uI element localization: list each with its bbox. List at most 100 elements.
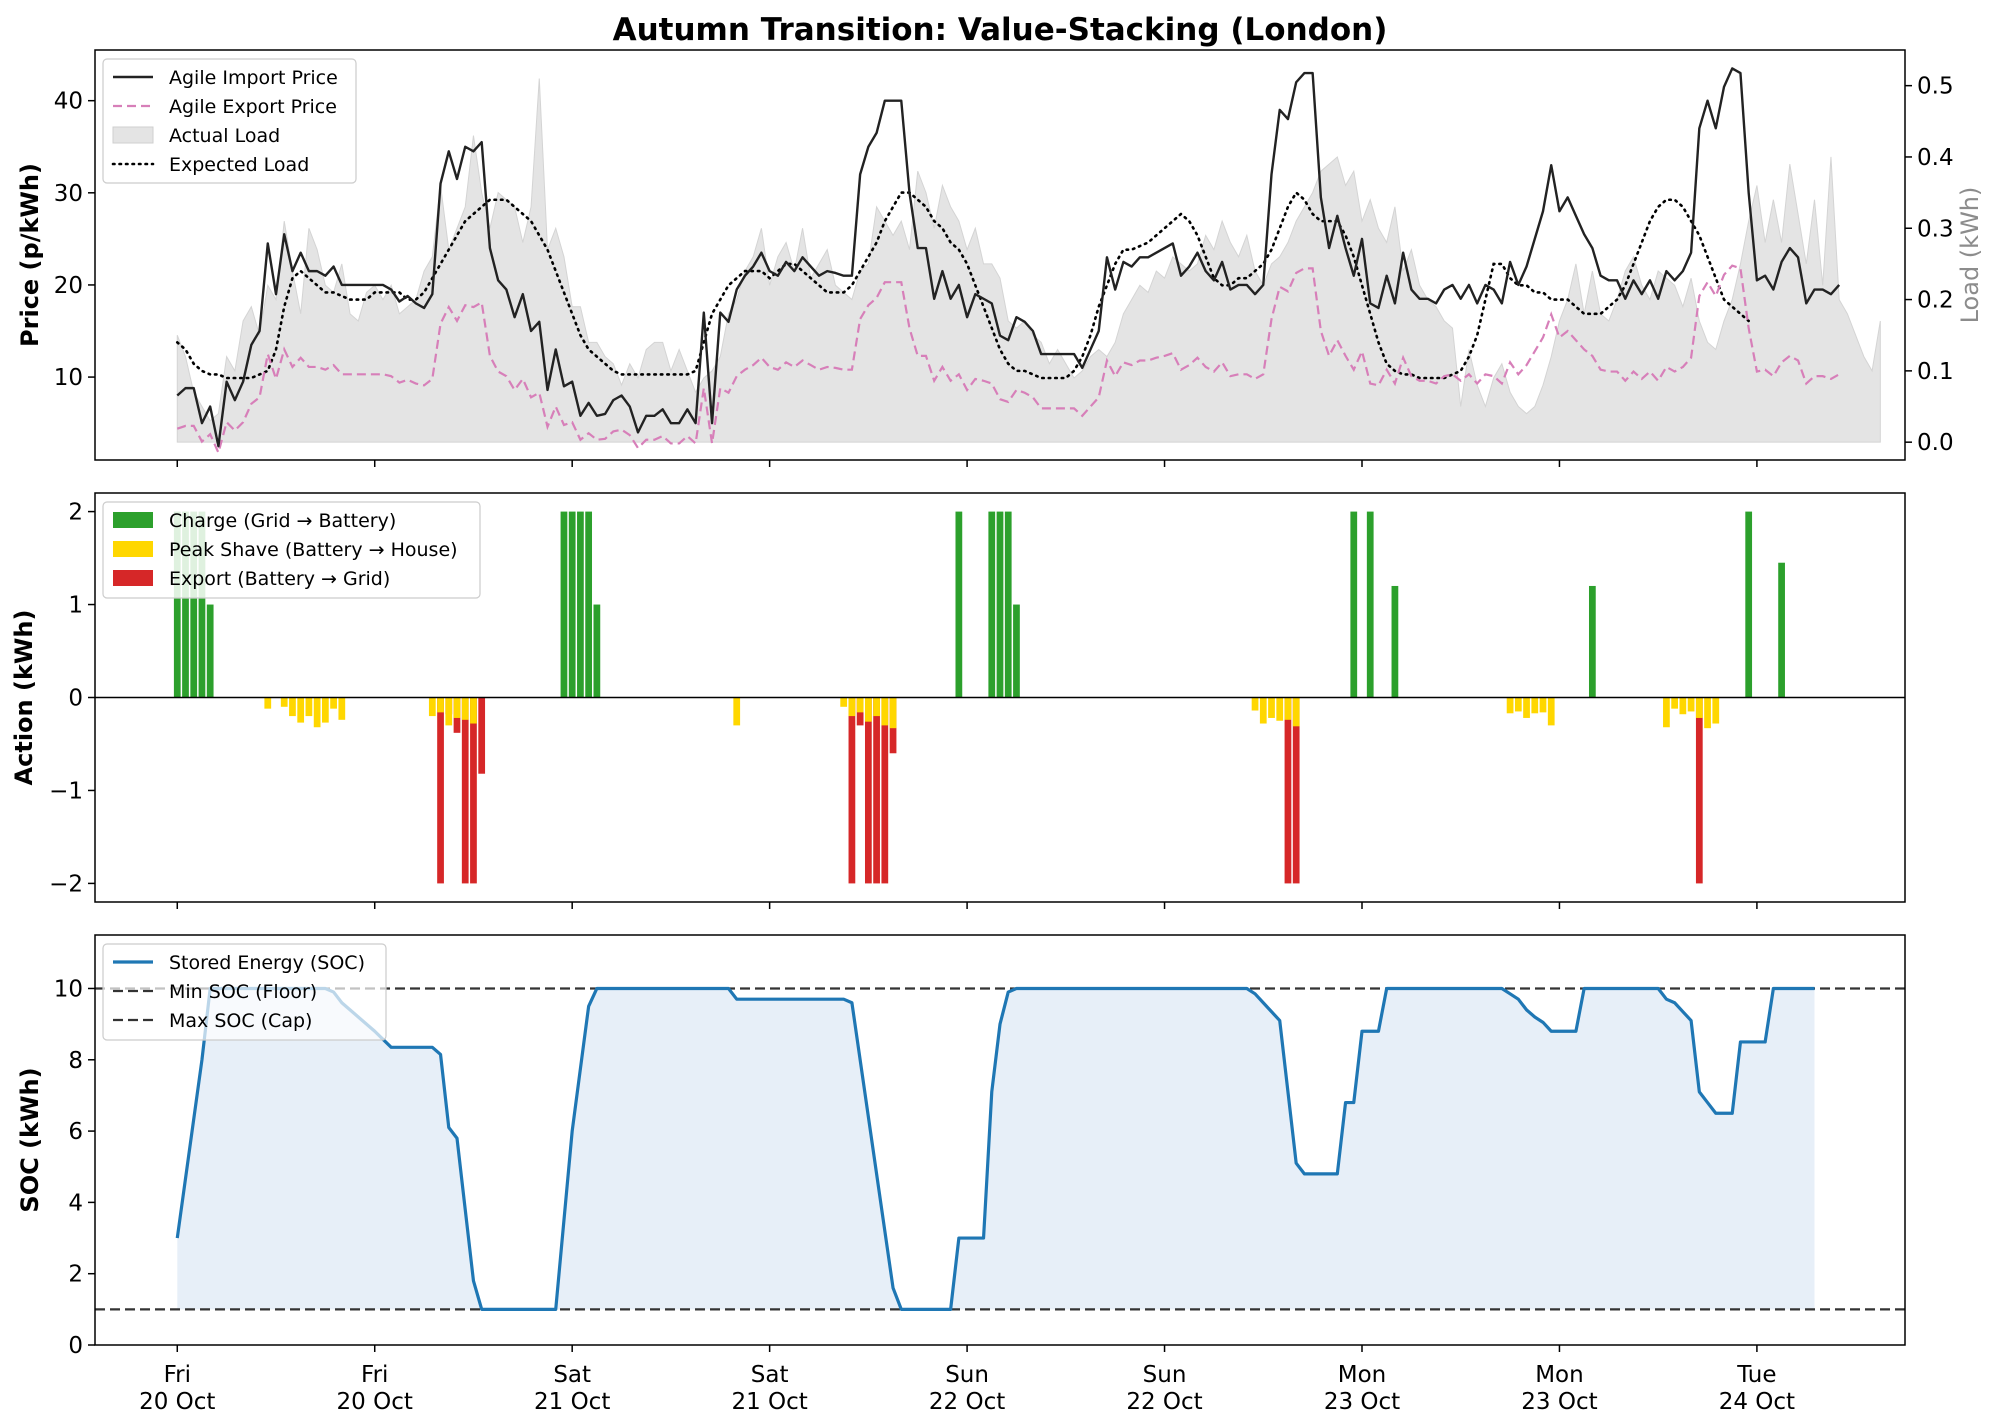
x-tick-label-date: 23 Oct [1324, 1389, 1400, 1415]
charge-bar [190, 511, 198, 698]
legend-swatch-actual-load [112, 126, 154, 144]
x-tick-label-date: 20 Oct [337, 1389, 413, 1415]
x-tick-label-day: Mon [1535, 1362, 1584, 1388]
x-tick-label-day: Sat [553, 1362, 591, 1388]
action-legend-box [102, 501, 481, 599]
soc-legend-label: Stored Energy (SOC) [169, 952, 365, 974]
price-legend-box [102, 58, 357, 184]
peak-shave-bar [1284, 697, 1292, 720]
peak-shave-bar [1712, 697, 1720, 724]
charge-bar [1778, 562, 1785, 698]
price-frame [94, 49, 1906, 461]
charge-bar [996, 511, 1004, 698]
soc-legend: Stored Energy (SOC) Min SOC (Floor) Max SO… [102, 943, 387, 1041]
soc-y-tick-label: 10 [54, 976, 83, 1002]
peak-shave-bar [445, 697, 453, 726]
price-legend: Agile Import Price Agile Export Price Actu… [102, 58, 357, 184]
action-legend: Charge (Grid → Battery) Peak Shave (Batte… [102, 501, 481, 599]
peak-shave-bar [338, 697, 346, 720]
x-tick-label-day: Sun [945, 1362, 989, 1388]
peak-shave-bar [1251, 697, 1259, 711]
charge-bar [182, 511, 189, 698]
load-y-tick-label: 0.3 [1917, 216, 1954, 242]
x-tick-label-date: 22 Oct [1126, 1389, 1202, 1415]
peak-shave-bar [470, 697, 477, 724]
charge-bar [1350, 511, 1358, 698]
soc-y-axis-title: SOC (kWh) [16, 1067, 44, 1212]
x-tick-label-date: 20 Oct [139, 1389, 215, 1415]
charge-bar [568, 511, 576, 698]
peak-shave-bar [428, 697, 436, 717]
charge-bar [1004, 511, 1012, 698]
price-y-tick-label: 20 [54, 273, 83, 299]
charge-bar [593, 604, 601, 698]
export-bar [881, 697, 889, 884]
charge-bar [173, 511, 181, 698]
peak-shave-bar [330, 697, 337, 709]
export-bar [873, 697, 880, 884]
x-tick-label-date: 23 Oct [1521, 1389, 1597, 1415]
charge-bar [1745, 511, 1753, 698]
price-y-tick-label: 40 [54, 89, 83, 115]
price-legend-label: Expected Load [169, 154, 309, 176]
chart-title: Autumn Transition: Value-Stacking (Londo… [613, 12, 1388, 48]
peak-shave-bar [873, 697, 880, 717]
peak-shave-bar [840, 697, 848, 707]
x-tick-label-day: Fri [361, 1362, 388, 1388]
charge-bar [560, 511, 568, 698]
soc-legend-box [102, 943, 387, 1041]
peak-shave-bar [1506, 697, 1514, 714]
peak-shave-bar [1268, 697, 1275, 718]
x-tick-label-date: 21 Oct [731, 1389, 807, 1415]
soc-y-tick-label: 6 [68, 1119, 83, 1145]
export-bar [848, 697, 856, 884]
expected-load-line [175, 190, 1750, 380]
soc-legend-label: Min SOC (Floor) [169, 981, 317, 1003]
price-plot-area [175, 67, 1881, 456]
actual-load-area [176, 78, 1881, 443]
soc-y-tick-label: 4 [68, 1190, 83, 1216]
charge-legend-swatch [113, 512, 153, 528]
peak-shave-bar [881, 697, 889, 726]
peak-shave-bar [305, 697, 313, 717]
soc-y-tick-label: 8 [68, 1048, 83, 1074]
charge-bar [955, 511, 963, 698]
x-tick-label-date: 21 Oct [534, 1389, 610, 1415]
peak-shave-bar [1523, 697, 1530, 718]
price-y-tick-label: 30 [54, 181, 83, 207]
peak-shave-legend-swatch [113, 541, 153, 557]
action-legend-label: Export (Battery → Grid) [169, 568, 390, 590]
price-y-axis-title: Price (p/kWh) [16, 163, 44, 347]
export-bar [1292, 697, 1300, 884]
price-y-tick-label: 10 [54, 365, 83, 391]
action-legend-label: Peak Shave (Battery → House) [169, 539, 458, 561]
peak-shave-bar [313, 697, 321, 728]
import-price-line [176, 67, 1841, 448]
charge-bar [1391, 585, 1399, 698]
action-y-tick-label: 0 [68, 686, 83, 712]
charge-bar [1366, 511, 1374, 698]
load-y-tick-label: 0.1 [1917, 359, 1954, 385]
peak-shave-bar [297, 697, 305, 723]
action-legend-label: Charge (Grid → Battery) [169, 510, 396, 532]
peak-shave-bar [848, 697, 856, 717]
x-tick-label-day: Sun [1143, 1362, 1187, 1388]
export-bar [1695, 697, 1703, 884]
soc-y-tick-label: 0 [68, 1333, 83, 1359]
price-legend-label: Actual Load [169, 125, 280, 147]
charge-bar [198, 511, 206, 698]
price-legend-label: Agile Export Price [169, 96, 337, 118]
soc-fill-area [177, 988, 1815, 1310]
action-y-tick-label: 2 [68, 500, 83, 526]
load-y-tick-label: 0.0 [1917, 430, 1954, 456]
peak-shave-bar [1276, 697, 1284, 721]
peak-shave-bar [453, 697, 461, 718]
peak-shave-bar [1663, 697, 1670, 728]
peak-shave-bar [889, 697, 897, 729]
soc-plot-area [95, 986, 1905, 1311]
action-y-tick-label: −2 [49, 871, 83, 897]
load-y-tick-label: 0.4 [1917, 145, 1954, 171]
peak-shave-bar [437, 697, 444, 713]
action-y-tick-label: 1 [68, 593, 83, 619]
load-y-tick-label: 0.5 [1917, 74, 1954, 100]
